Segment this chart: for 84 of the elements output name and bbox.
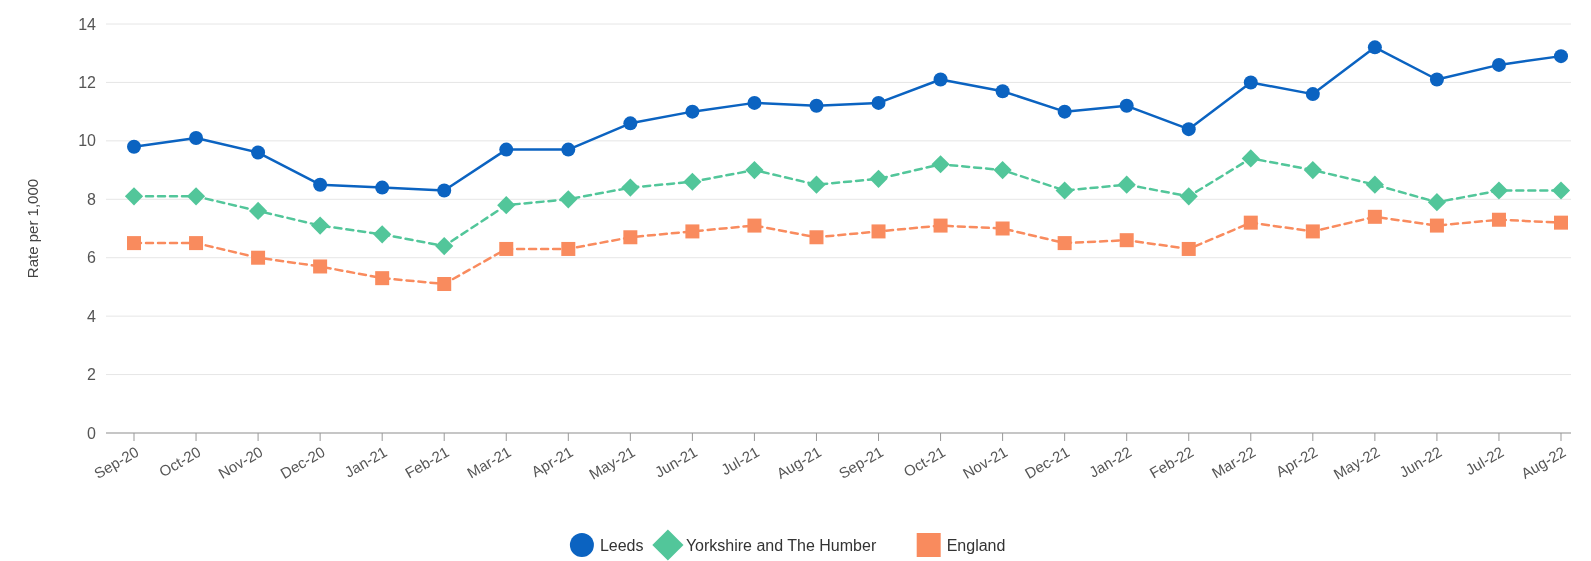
y-tick-label: 4 bbox=[87, 307, 97, 325]
point bbox=[251, 145, 266, 160]
point bbox=[189, 130, 204, 145]
point bbox=[809, 230, 824, 245]
point bbox=[809, 98, 824, 113]
point bbox=[993, 160, 1012, 180]
point bbox=[745, 160, 764, 180]
point bbox=[995, 84, 1010, 99]
point bbox=[1429, 72, 1444, 87]
point bbox=[623, 116, 638, 131]
point bbox=[871, 224, 886, 239]
legend-label: England bbox=[946, 536, 1006, 554]
point bbox=[1057, 236, 1072, 251]
point bbox=[248, 201, 268, 221]
point bbox=[1057, 104, 1072, 119]
point bbox=[499, 142, 514, 157]
point bbox=[685, 104, 700, 119]
point bbox=[1551, 181, 1571, 200]
y-axis-title: Rate per 1,000 bbox=[24, 178, 41, 279]
point bbox=[683, 172, 702, 191]
point bbox=[1179, 187, 1198, 206]
point bbox=[685, 224, 700, 239]
point bbox=[1181, 241, 1196, 256]
point bbox=[621, 178, 640, 197]
point bbox=[1243, 75, 1258, 90]
legend-label: Leeds bbox=[599, 536, 644, 554]
y-tick-label: 8 bbox=[87, 190, 97, 208]
point bbox=[1489, 181, 1509, 200]
point bbox=[375, 180, 390, 195]
point bbox=[1367, 209, 1382, 224]
point bbox=[1554, 215, 1568, 230]
point bbox=[1181, 122, 1196, 137]
point bbox=[375, 271, 390, 286]
point bbox=[995, 221, 1010, 236]
point bbox=[931, 155, 950, 174]
point bbox=[186, 187, 206, 206]
point bbox=[251, 250, 266, 265]
point bbox=[437, 277, 452, 292]
point bbox=[437, 183, 452, 198]
point bbox=[1305, 87, 1320, 102]
point bbox=[561, 142, 576, 157]
point bbox=[313, 177, 328, 192]
y-tick-label: 0 bbox=[87, 424, 97, 442]
y-tick-label: 12 bbox=[78, 74, 97, 92]
point bbox=[1119, 233, 1134, 248]
point bbox=[1554, 49, 1568, 64]
point bbox=[747, 218, 762, 233]
y-tick-label: 10 bbox=[78, 132, 97, 150]
point bbox=[311, 216, 330, 235]
legend-label: Yorkshire and The Humber bbox=[685, 536, 877, 554]
point bbox=[1055, 181, 1074, 200]
point bbox=[313, 259, 328, 274]
point bbox=[1119, 98, 1134, 113]
point bbox=[1243, 215, 1258, 230]
point bbox=[435, 236, 454, 256]
point bbox=[623, 230, 638, 245]
point bbox=[1491, 57, 1506, 72]
point bbox=[869, 169, 888, 188]
y-tick-label: 2 bbox=[87, 366, 97, 384]
point bbox=[933, 72, 948, 87]
point bbox=[1365, 175, 1384, 194]
point bbox=[499, 241, 514, 256]
point bbox=[1241, 149, 1260, 168]
point bbox=[559, 190, 578, 209]
point bbox=[127, 236, 141, 251]
point bbox=[127, 139, 141, 154]
point bbox=[1429, 218, 1444, 233]
point bbox=[189, 236, 204, 251]
point bbox=[747, 95, 762, 110]
point bbox=[871, 95, 886, 110]
y-tick-label: 14 bbox=[78, 15, 97, 33]
point bbox=[1305, 224, 1320, 239]
point bbox=[933, 218, 948, 233]
point bbox=[373, 225, 392, 244]
point bbox=[807, 175, 826, 194]
point bbox=[561, 241, 576, 256]
point bbox=[1367, 40, 1382, 55]
point bbox=[1427, 193, 1447, 212]
point bbox=[1117, 175, 1136, 194]
point bbox=[497, 196, 516, 215]
point bbox=[124, 187, 144, 206]
y-tick-label: 6 bbox=[87, 249, 97, 267]
point bbox=[1303, 160, 1322, 180]
point bbox=[1491, 212, 1506, 227]
